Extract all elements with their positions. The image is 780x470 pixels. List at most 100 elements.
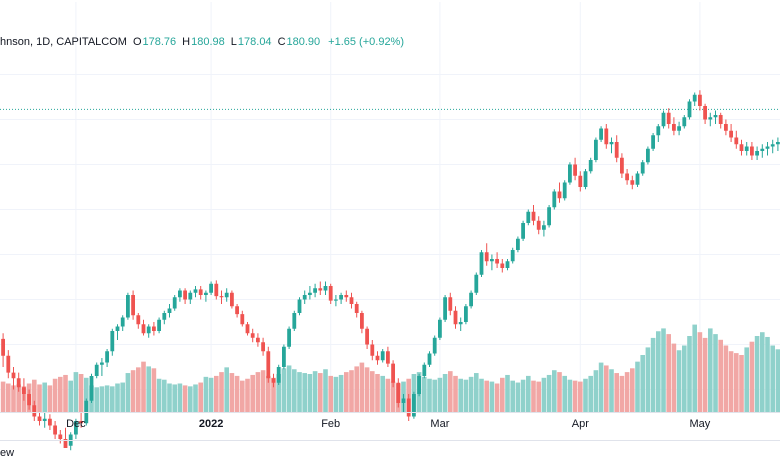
candle-body bbox=[396, 382, 401, 403]
volume-bar bbox=[32, 379, 37, 412]
candle-body bbox=[282, 346, 286, 367]
volume-bar bbox=[754, 336, 760, 412]
candle-body bbox=[308, 292, 312, 295]
x-tick-label: Dec bbox=[66, 418, 86, 430]
candle-body bbox=[734, 137, 739, 145]
volume-bar bbox=[219, 372, 224, 412]
volume-bar bbox=[99, 386, 105, 412]
volume-bar bbox=[37, 384, 42, 412]
candle-body bbox=[198, 289, 203, 295]
candle-body bbox=[588, 160, 593, 172]
volume-bar bbox=[281, 368, 287, 412]
candle-body bbox=[74, 421, 78, 435]
candle-body bbox=[573, 164, 577, 176]
candle-body bbox=[126, 295, 130, 318]
volume-bar bbox=[156, 378, 162, 412]
candle-body bbox=[479, 252, 484, 275]
candle-body bbox=[79, 421, 83, 424]
candle-body bbox=[136, 315, 141, 325]
volume-bar bbox=[598, 362, 604, 412]
candle-body bbox=[614, 142, 619, 158]
volume-bar bbox=[141, 361, 146, 412]
candle-body bbox=[703, 106, 707, 120]
x-tick-label: Mar bbox=[430, 418, 450, 430]
volume-bar bbox=[728, 351, 734, 412]
volume-bar bbox=[619, 375, 625, 412]
candle-body bbox=[105, 351, 109, 363]
candle-body bbox=[708, 117, 713, 120]
volume-bar bbox=[276, 374, 281, 412]
candle-body bbox=[744, 146, 749, 151]
candle-body bbox=[16, 378, 21, 388]
volume-bar bbox=[136, 367, 141, 412]
candle-body bbox=[505, 261, 510, 268]
candle-body bbox=[568, 164, 572, 183]
candle-body bbox=[776, 142, 780, 145]
volume-bar bbox=[744, 347, 749, 412]
candle-body bbox=[48, 418, 52, 426]
candle-body bbox=[100, 362, 104, 365]
volume-bar bbox=[234, 375, 240, 412]
volume-bar bbox=[42, 382, 47, 412]
volume-bar bbox=[630, 368, 635, 412]
candle-body bbox=[458, 322, 463, 325]
volume-bar bbox=[760, 332, 765, 412]
volume-bar bbox=[302, 373, 307, 412]
volume-bar bbox=[115, 383, 120, 412]
candle-body bbox=[526, 211, 531, 223]
candle-body bbox=[386, 351, 390, 364]
volume-bar bbox=[474, 373, 479, 412]
volume-bar bbox=[125, 373, 131, 412]
candle-body bbox=[188, 292, 193, 300]
open-label: O bbox=[132, 36, 142, 48]
volume-bar bbox=[203, 376, 209, 412]
volume-bar bbox=[375, 374, 380, 412]
volume-bar bbox=[312, 371, 318, 412]
volume-bar bbox=[422, 376, 427, 412]
candle-body bbox=[240, 314, 245, 325]
volume-bar bbox=[718, 339, 723, 412]
volume-bar bbox=[552, 370, 557, 412]
candle-body bbox=[110, 331, 115, 352]
volume-bar bbox=[68, 380, 73, 412]
candle-body bbox=[646, 148, 650, 163]
volume-bar bbox=[661, 328, 666, 412]
volume-bar bbox=[47, 385, 53, 412]
volume-bar bbox=[214, 375, 219, 412]
volume-bar bbox=[775, 349, 780, 412]
candle-body bbox=[760, 148, 765, 151]
volume-bar bbox=[84, 377, 89, 412]
candle-body bbox=[724, 124, 728, 131]
volume-bar bbox=[500, 377, 505, 412]
candle-body bbox=[755, 151, 759, 156]
volume-bar bbox=[640, 355, 645, 412]
candle-body bbox=[360, 313, 364, 329]
volume-bar bbox=[130, 370, 136, 412]
volume-bar bbox=[323, 369, 328, 412]
volume-bar bbox=[463, 379, 469, 412]
candle-body bbox=[750, 146, 754, 156]
candle-body bbox=[230, 292, 234, 307]
candle-body bbox=[380, 351, 385, 361]
volume-bar bbox=[16, 384, 21, 412]
volume-bar bbox=[708, 328, 713, 412]
candle-body bbox=[271, 378, 276, 383]
volume-bar bbox=[286, 365, 292, 412]
volume-bar bbox=[240, 380, 245, 412]
volume-bar bbox=[390, 381, 396, 412]
footer-label: ew bbox=[0, 447, 15, 459]
candle-body bbox=[115, 326, 120, 331]
candle-body bbox=[6, 355, 11, 373]
candle-body bbox=[604, 128, 609, 145]
volume-bar bbox=[63, 374, 68, 412]
candle-body bbox=[42, 418, 47, 421]
candle-body bbox=[401, 398, 406, 403]
candle-body bbox=[448, 297, 453, 311]
candle-body bbox=[349, 297, 354, 304]
volume-bar bbox=[318, 373, 323, 412]
volume-bar bbox=[370, 371, 375, 412]
candle-body bbox=[344, 295, 349, 298]
candle-body bbox=[391, 363, 395, 383]
candle-body bbox=[666, 112, 671, 124]
